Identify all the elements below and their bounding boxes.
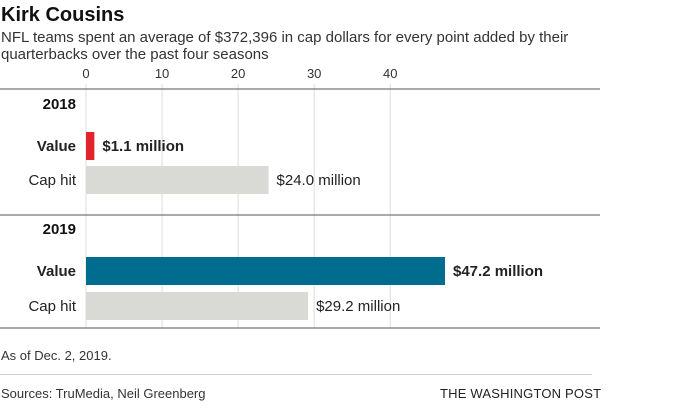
x-tick-label: 0 (82, 66, 89, 81)
bar-category-label: Value (37, 138, 76, 155)
group-year-label: 2019 (43, 221, 76, 238)
publisher-credit: THE WASHINGTON POST (440, 386, 602, 401)
date-note: As of Dec. 2, 2019. (1, 348, 112, 363)
x-tick-label: 10 (155, 66, 169, 81)
chart-title: Kirk Cousins (1, 4, 125, 26)
bar (86, 292, 309, 320)
bar-value-label: $29.2 million (316, 298, 400, 315)
x-tick-label: 20 (231, 66, 245, 81)
x-tick-label: 40 (383, 66, 397, 81)
sources-credit: Sources: TruMedia, Neil Greenberg (1, 386, 206, 401)
bar-value-label: $47.2 million (453, 263, 543, 280)
bar (86, 166, 269, 194)
x-tick-label: 30 (307, 66, 321, 81)
bar-category-label: Cap hit (28, 172, 76, 189)
bar (86, 132, 95, 160)
bar-value-label: $1.1 million (102, 138, 184, 155)
bar-chart: 0 10 20 30 40 2018 Value $1.1 million Cap hit $24… (0, 66, 600, 329)
bar (86, 257, 445, 285)
group-year-label: 2018 (43, 96, 76, 113)
bar-category-label: Cap hit (28, 298, 76, 315)
bar-value-label: $24.0 million (277, 172, 361, 189)
bar-category-label: Value (37, 263, 76, 280)
chart-subtitle: NFL teams spent an average of $372,396 i… (1, 29, 569, 63)
footer-divider (0, 374, 592, 375)
